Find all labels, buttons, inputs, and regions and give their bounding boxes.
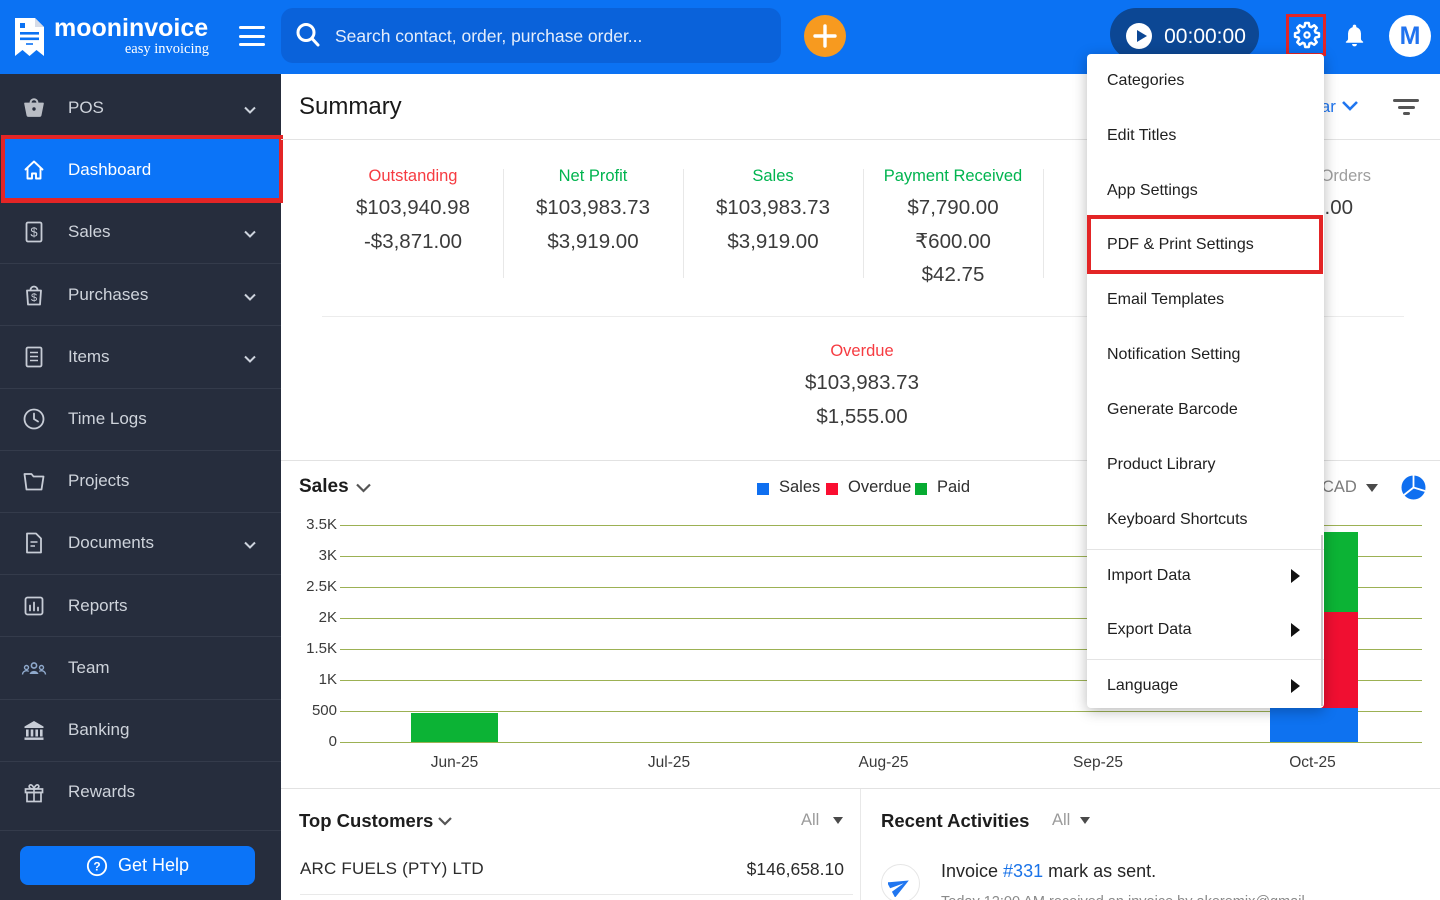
- svg-text:$: $: [30, 225, 38, 240]
- svg-text:?: ?: [93, 859, 100, 873]
- svg-text:$: $: [31, 292, 37, 304]
